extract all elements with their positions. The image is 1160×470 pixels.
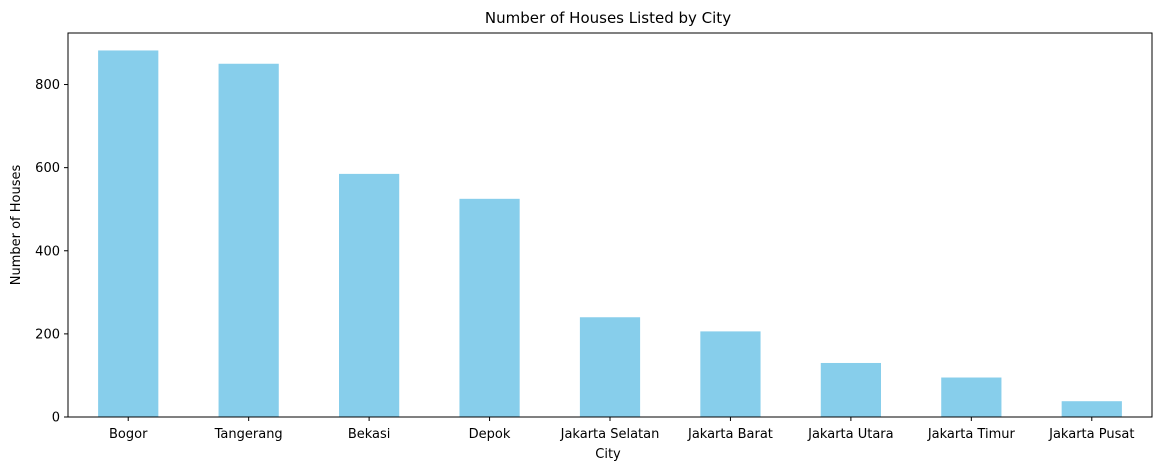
y-tick-label: 400 bbox=[35, 244, 60, 259]
bar-jakarta-barat bbox=[700, 331, 761, 417]
x-tick-label: Jakarta Utara bbox=[807, 427, 894, 442]
x-tick-label: Depok bbox=[469, 427, 511, 442]
chart-title: Number of Houses Listed by City bbox=[485, 9, 731, 27]
y-axis-title: Number of Houses bbox=[9, 165, 24, 286]
y-tick-label: 200 bbox=[35, 327, 60, 342]
x-tick-label: Jakarta Timur bbox=[927, 427, 1016, 442]
bar-bogor bbox=[98, 50, 159, 418]
x-tick-label: Jakarta Pusat bbox=[1048, 427, 1134, 442]
bar-jakarta-pusat bbox=[1061, 401, 1122, 417]
bar-jakarta-timur bbox=[941, 377, 1002, 417]
bar-bekasi bbox=[339, 173, 400, 417]
x-tick-label: Jakarta Selatan bbox=[560, 427, 660, 442]
x-tick-label: Tangerang bbox=[214, 427, 283, 442]
bar-jakarta-utara bbox=[820, 362, 881, 417]
x-tick-label: Bekasi bbox=[348, 427, 391, 442]
bar-depok bbox=[459, 198, 520, 417]
x-ticks-group: Bogor Tangerang Bekasi Depok Jakarta Selatan… bbox=[109, 417, 1134, 442]
y-tick-label: 800 bbox=[35, 78, 60, 93]
x-tick-label: Bogor bbox=[109, 427, 148, 442]
y-tick-label: 600 bbox=[35, 161, 60, 176]
bar-jakarta-selatan bbox=[579, 317, 641, 417]
y-ticks-group: 0 200 400 600 800 bbox=[35, 78, 68, 426]
plot-frame bbox=[67, 32, 1153, 418]
bar-tangerang bbox=[218, 63, 279, 418]
bars-group bbox=[98, 50, 1122, 418]
y-tick-label: 0 bbox=[52, 411, 60, 426]
x-tick-label: Jakarta Barat bbox=[687, 427, 773, 442]
x-axis-title: City bbox=[595, 447, 621, 462]
